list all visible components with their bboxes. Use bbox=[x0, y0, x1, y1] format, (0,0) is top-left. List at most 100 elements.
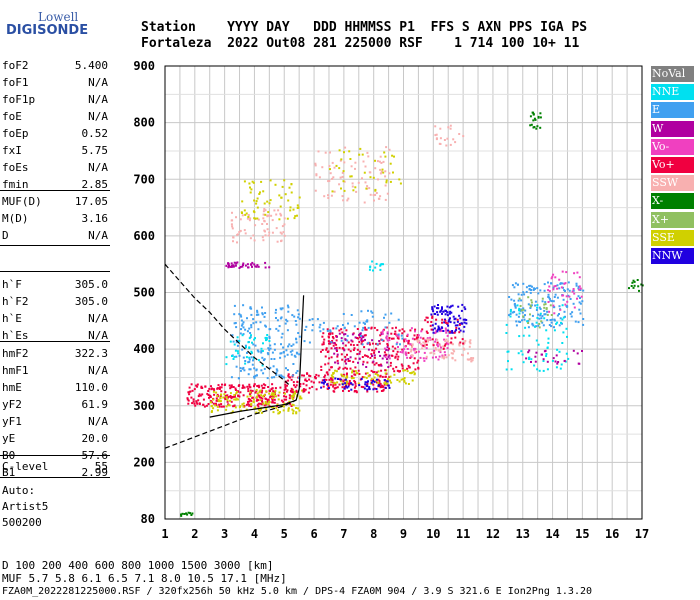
echo-point bbox=[289, 350, 292, 353]
echo-point bbox=[548, 296, 550, 299]
echo-point bbox=[356, 337, 358, 339]
echo-point bbox=[358, 357, 361, 360]
echo-point bbox=[231, 265, 234, 268]
echo-point bbox=[261, 400, 263, 402]
echo-point bbox=[311, 324, 314, 326]
echo-point bbox=[548, 297, 551, 300]
echo-point bbox=[417, 334, 420, 337]
echo-point bbox=[278, 218, 281, 221]
echo-point bbox=[545, 355, 548, 357]
echo-point bbox=[346, 372, 348, 375]
echo-point bbox=[212, 398, 215, 401]
echo-point bbox=[357, 361, 359, 364]
echo-point bbox=[282, 409, 285, 412]
echo-point bbox=[338, 149, 341, 152]
echo-point bbox=[409, 343, 412, 346]
echo-point bbox=[333, 352, 336, 355]
echo-point bbox=[411, 379, 414, 382]
echo-point bbox=[334, 377, 337, 380]
echo-point bbox=[530, 299, 533, 302]
echo-point bbox=[330, 380, 333, 383]
echo-point bbox=[249, 217, 252, 220]
echo-point bbox=[337, 378, 339, 380]
echo-point bbox=[326, 328, 329, 331]
echo-point bbox=[268, 405, 271, 408]
echo-point bbox=[250, 351, 253, 354]
echo-point bbox=[471, 359, 474, 362]
echo-point bbox=[235, 365, 238, 368]
echo-point bbox=[461, 322, 464, 325]
header-row-labels: Station YYYY DAY DDD HHMMSS P1 FFS S AXN… bbox=[141, 20, 588, 35]
echo-point bbox=[341, 347, 344, 350]
echo-point bbox=[360, 377, 363, 380]
echo-point bbox=[296, 204, 299, 207]
echo-point bbox=[285, 367, 287, 370]
echo-point bbox=[453, 350, 456, 353]
echo-point bbox=[564, 315, 566, 318]
echo-point bbox=[325, 348, 328, 351]
echo-point bbox=[523, 318, 526, 321]
echo-point bbox=[413, 338, 416, 341]
echo-point bbox=[234, 264, 237, 267]
param-d: D N/A bbox=[2, 229, 108, 243]
echo-point bbox=[242, 402, 245, 405]
param-name: yF2 bbox=[2, 398, 22, 411]
echo-point bbox=[207, 390, 210, 392]
echo-point bbox=[628, 287, 630, 290]
echo-point bbox=[268, 340, 271, 342]
legend-item-e: E bbox=[651, 102, 694, 119]
echo-point bbox=[449, 321, 452, 324]
echo-point bbox=[294, 386, 297, 389]
echo-point bbox=[236, 344, 239, 347]
echo-point bbox=[537, 343, 540, 346]
echo-point bbox=[229, 387, 232, 390]
echo-point bbox=[366, 382, 369, 385]
echo-point bbox=[396, 379, 399, 381]
echo-point bbox=[249, 398, 252, 401]
echo-point bbox=[342, 367, 345, 370]
echo-point bbox=[234, 389, 237, 391]
echo-point bbox=[378, 364, 381, 367]
echo-point bbox=[443, 338, 446, 341]
echo-point bbox=[329, 330, 332, 333]
echo-point bbox=[320, 365, 323, 368]
echo-point bbox=[414, 368, 417, 371]
echo-point bbox=[270, 388, 273, 391]
echo-point bbox=[459, 329, 462, 332]
echo-point bbox=[327, 384, 330, 387]
echo-point bbox=[385, 336, 388, 339]
echo-point bbox=[257, 359, 260, 362]
echo-point bbox=[291, 388, 294, 391]
echo-point bbox=[461, 303, 464, 306]
echo-point bbox=[289, 402, 292, 405]
param-name: C-level bbox=[2, 460, 49, 473]
echo-point bbox=[266, 228, 269, 231]
echo-point bbox=[354, 382, 357, 385]
echo-point bbox=[550, 277, 553, 280]
echo-point bbox=[249, 389, 252, 392]
echo-point bbox=[268, 392, 271, 395]
echo-point bbox=[261, 313, 264, 316]
echo-point bbox=[285, 349, 288, 352]
echo-point bbox=[248, 182, 251, 185]
echo-point bbox=[280, 399, 283, 402]
echo-point bbox=[402, 348, 405, 351]
echo-point bbox=[528, 349, 531, 352]
axis-ticks: 1 2 3 4 5 6 7 8 9 10 11 12 13 14 15 16 17802003004005006… bbox=[133, 59, 649, 541]
echo-point bbox=[465, 319, 468, 321]
echo-point bbox=[195, 401, 198, 404]
echo-point bbox=[364, 338, 366, 341]
echo-point bbox=[223, 384, 226, 386]
param-name: foEs bbox=[2, 161, 29, 174]
echo-point bbox=[339, 176, 342, 179]
echo-point bbox=[241, 323, 244, 326]
echo-point bbox=[232, 264, 235, 267]
echo-point bbox=[210, 411, 213, 413]
echo-point bbox=[412, 370, 415, 373]
echo-point bbox=[401, 367, 404, 370]
echo-point bbox=[232, 386, 235, 388]
echo-point bbox=[544, 313, 547, 316]
echo-point bbox=[249, 395, 252, 397]
echo-point bbox=[436, 343, 439, 346]
echo-point bbox=[362, 386, 365, 389]
